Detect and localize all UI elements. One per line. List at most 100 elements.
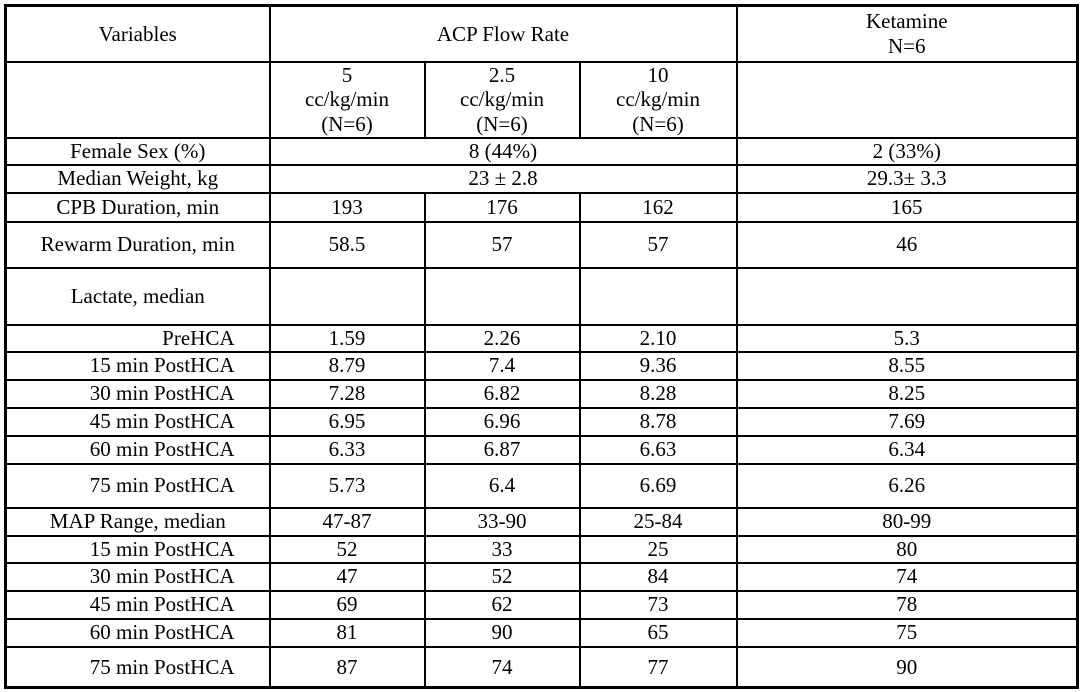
acp-value-cell: 176 bbox=[423, 191, 581, 223]
acp-value-cell: 33 bbox=[423, 534, 581, 564]
table-row: 30 min PostHCA 47 52 84 74 bbox=[4, 561, 1079, 592]
row-label: Rewarm Duration, min bbox=[4, 220, 271, 269]
acp-value-cell: 9.36 bbox=[578, 350, 738, 381]
acp-value-cell: 69 bbox=[268, 589, 426, 620]
acp-value-cell: 6.96 bbox=[423, 406, 581, 437]
header-acp-2-5: 2.5 cc/kg/min (N=6) bbox=[423, 60, 581, 139]
acp-value-cell bbox=[423, 266, 581, 326]
table-row: 15 min PostHCA 52 33 25 80 bbox=[4, 534, 1079, 564]
ketamine-value-cell: 46 bbox=[735, 220, 1079, 269]
table-row: MAP Range, median 47-87 33-90 25-84 80-99 bbox=[4, 506, 1079, 537]
ketamine-value-cell: 165 bbox=[735, 191, 1079, 223]
acp-value-cell: 52 bbox=[423, 561, 581, 592]
acp-value-cell: 87 bbox=[268, 645, 426, 689]
acp-value-cell: 57 bbox=[578, 220, 738, 269]
table-row: 75 min PostHCA 5.73 6.4 6.69 6.26 bbox=[4, 462, 1079, 509]
acp-value-cell: 25 bbox=[578, 534, 738, 564]
ketamine-value-cell: 74 bbox=[735, 561, 1079, 592]
acp-value-cell: 73 bbox=[578, 589, 738, 620]
acp-value-cell: 6.4 bbox=[423, 462, 581, 509]
acp-value-cell bbox=[268, 266, 426, 326]
acp-value-cell: 2.10 bbox=[578, 323, 738, 353]
ketamine-value-cell: 8.25 bbox=[735, 378, 1079, 409]
table-row: Lactate, median bbox=[4, 266, 1079, 326]
acp-value-cell: 62 bbox=[423, 589, 581, 620]
acp-value-cell: 6.95 bbox=[268, 406, 426, 437]
row-label: Female Sex (%) bbox=[4, 136, 271, 166]
acp-value-cell: 6.69 bbox=[578, 462, 738, 509]
acp-value-cell: 52 bbox=[268, 534, 426, 564]
row-label: Lactate, median bbox=[4, 266, 271, 326]
acp-value-cell: 57 bbox=[423, 220, 581, 269]
ketamine-value-cell: 80-99 bbox=[735, 506, 1079, 537]
header-acp-flow-rate: ACP Flow Rate bbox=[268, 4, 738, 63]
acp-value-cell: 193 bbox=[268, 191, 426, 223]
row-label: 60 min PostHCA bbox=[4, 434, 271, 465]
acp-value-cell: 1.59 bbox=[268, 323, 426, 353]
acp-value-cell: 25-84 bbox=[578, 506, 738, 537]
acp-value-cell: 47-87 bbox=[268, 506, 426, 537]
table-body: Female Sex (%) 8 (44%) 2 (33%) Median Weigh… bbox=[4, 136, 1079, 689]
table-row: 45 min PostHCA 6.95 6.96 8.78 7.69 bbox=[4, 406, 1079, 437]
header-variables-empty-cell bbox=[4, 60, 271, 139]
acp-value-cell: 77 bbox=[578, 645, 738, 689]
acp-value-cell: 8.78 bbox=[578, 406, 738, 437]
ketamine-value-cell: 80 bbox=[735, 534, 1079, 564]
acp-value-cell: 8.79 bbox=[268, 350, 426, 381]
acp-value-cell: 2.26 bbox=[423, 323, 581, 353]
row-label: 75 min PostHCA bbox=[4, 645, 271, 689]
header-ketamine-n: N=6 bbox=[888, 33, 926, 58]
table-row: CPB Duration, min 193 176 162 165 bbox=[4, 191, 1079, 223]
table-row: 45 min PostHCA 69 62 73 78 bbox=[4, 589, 1079, 620]
acp-value-cell: 162 bbox=[578, 191, 738, 223]
header-acp-2-5-dose: 2.5 bbox=[488, 62, 516, 87]
acp-merged-value-cell: 23 ± 2.8 bbox=[268, 163, 738, 194]
table-row: 60 min PostHCA 6.33 6.87 6.63 6.34 bbox=[4, 434, 1079, 465]
header-acp-5-dose: 5 bbox=[341, 62, 353, 87]
header-acp-10: 10 cc/kg/min (N=6) bbox=[578, 60, 738, 139]
acp-value-cell: 58.5 bbox=[268, 220, 426, 269]
ketamine-value-cell: 7.69 bbox=[735, 406, 1079, 437]
header-acp-10-unit: cc/kg/min bbox=[616, 87, 700, 112]
acp-value-cell bbox=[578, 266, 738, 326]
table-row: Female Sex (%) 8 (44%) 2 (33%) bbox=[4, 136, 1079, 166]
acp-value-cell: 6.82 bbox=[423, 378, 581, 409]
table-row: Rewarm Duration, min 58.5 57 57 46 bbox=[4, 220, 1079, 269]
acp-value-cell: 7.4 bbox=[423, 350, 581, 381]
row-label: 75 min PostHCA bbox=[4, 462, 271, 509]
ketamine-value-cell: 5.3 bbox=[735, 323, 1079, 353]
row-label: 15 min PostHCA bbox=[4, 534, 271, 564]
ketamine-value-cell: 78 bbox=[735, 589, 1079, 620]
header-ketamine: Ketamine N=6 bbox=[735, 4, 1079, 63]
row-label: 60 min PostHCA bbox=[4, 617, 271, 648]
acp-value-cell: 6.87 bbox=[423, 434, 581, 465]
acp-value-cell: 74 bbox=[423, 645, 581, 689]
acp-value-cell: 33-90 bbox=[423, 506, 581, 537]
ketamine-value-cell: 75 bbox=[735, 617, 1079, 648]
acp-value-cell: 5.73 bbox=[268, 462, 426, 509]
acp-value-cell: 84 bbox=[578, 561, 738, 592]
acp-value-cell: 6.63 bbox=[578, 434, 738, 465]
header-ketamine-empty-cell bbox=[735, 60, 1079, 139]
acp-value-cell: 81 bbox=[268, 617, 426, 648]
header-acp-10-n: (N=6) bbox=[632, 111, 684, 136]
header-acp-10-dose: 10 bbox=[647, 62, 669, 87]
table-row: 15 min PostHCA 8.79 7.4 9.36 8.55 bbox=[4, 350, 1079, 381]
ketamine-value-cell: 29.3± 3.3 bbox=[735, 163, 1079, 194]
study-variables-table: Variables ACP Flow Rate Ketamine N=6 5 c… bbox=[4, 4, 1080, 689]
row-label: 45 min PostHCA bbox=[4, 589, 271, 620]
acp-merged-value-cell: 8 (44%) bbox=[268, 136, 738, 166]
header-group-row: Variables ACP Flow Rate Ketamine N=6 bbox=[4, 4, 1079, 63]
row-label: CPB Duration, min bbox=[4, 191, 271, 223]
header-subcolumn-row: 5 cc/kg/min (N=6) 2.5 cc/kg/min (N=6) 10… bbox=[4, 60, 1079, 139]
ketamine-value-cell: 2 (33%) bbox=[735, 136, 1079, 166]
acp-value-cell: 6.33 bbox=[268, 434, 426, 465]
row-label: 30 min PostHCA bbox=[4, 561, 271, 592]
header-ketamine-name: Ketamine bbox=[865, 9, 948, 34]
acp-value-cell: 8.28 bbox=[578, 378, 738, 409]
acp-value-cell: 90 bbox=[423, 617, 581, 648]
header-acp-2-5-unit: cc/kg/min bbox=[460, 87, 544, 112]
acp-value-cell: 65 bbox=[578, 617, 738, 648]
row-label: Median Weight, kg bbox=[4, 163, 271, 194]
